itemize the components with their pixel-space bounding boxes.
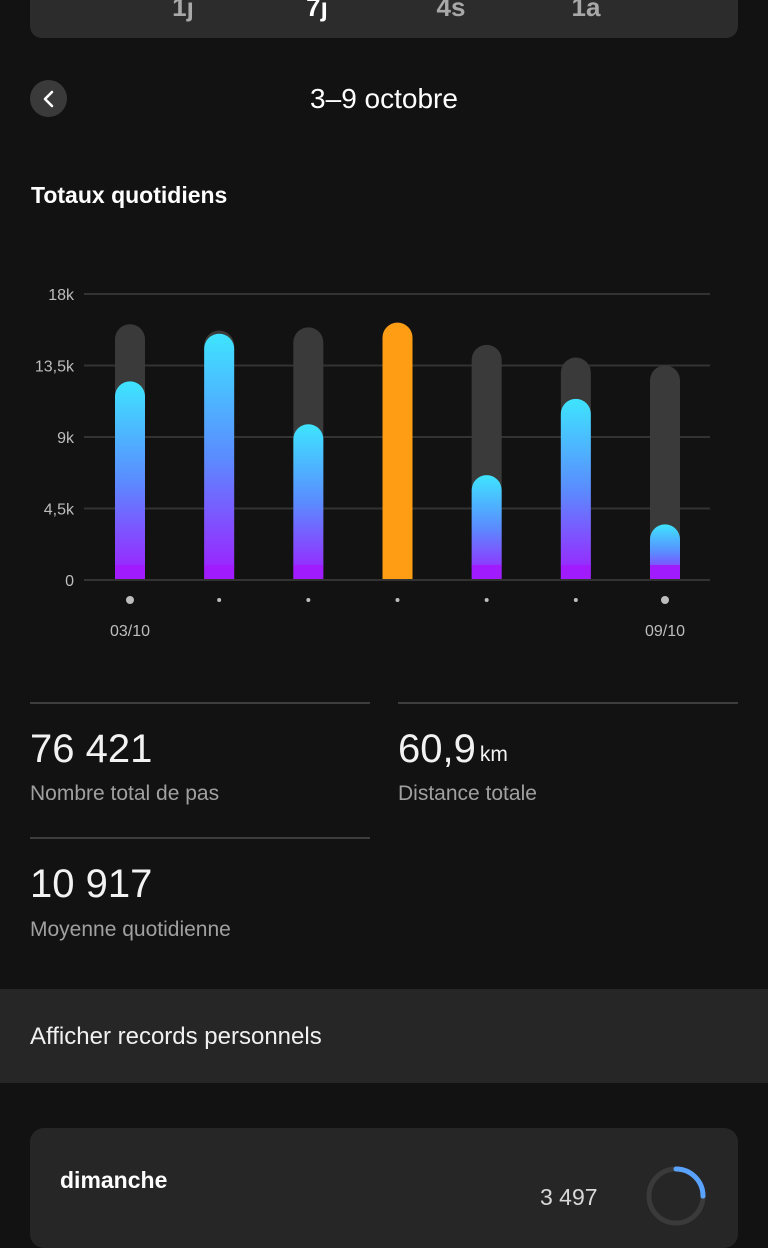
total-distance-block: 60,9 km [398, 726, 508, 772]
personal-records-label: Afficher records personnels [30, 1023, 322, 1050]
y-tick-label: 0 [65, 573, 74, 590]
steps-bar-base [293, 565, 324, 580]
y-tick-label: 9k [57, 430, 75, 447]
total-steps-value: 76 421 [30, 727, 153, 771]
day-card[interactable]: dimanche 3 497 [30, 1128, 738, 1248]
total-distance-label: Distance totale [398, 782, 537, 805]
tab-4-weeks[interactable]: 4s [436, 0, 466, 22]
tab-1-year[interactable]: 1a [571, 0, 601, 22]
x-tick-dot [395, 598, 400, 602]
steps-bar-base [382, 565, 413, 580]
total-steps-label: Nombre total de pas [30, 782, 220, 805]
daily-average-value: 10 917 [30, 862, 153, 906]
daily-average-label: Moyenne quotidienne [30, 918, 231, 941]
steps-bar[interactable] [115, 381, 145, 580]
day-name: dimanche [60, 1167, 168, 1193]
steps-bar[interactable] [204, 333, 235, 580]
x-tick-dot [484, 598, 489, 602]
period-title: 3–9 octobre [310, 83, 458, 114]
divider [30, 837, 370, 839]
range-tab-bar: 1j 7j 4s 1a [30, 0, 738, 38]
day-steps-value: 3 497 [540, 1184, 598, 1210]
distance-unit: km [479, 743, 508, 766]
y-tick-label: 4,5k [44, 502, 75, 519]
divider [398, 702, 738, 704]
steps-bar[interactable] [382, 322, 413, 580]
x-tick-dot [306, 598, 311, 602]
steps-bar[interactable] [560, 398, 591, 580]
section-title: Totaux quotidiens [31, 182, 228, 208]
chevron-left-icon [43, 90, 53, 107]
x-tick-dot [217, 598, 222, 602]
total-distance-value: 60,9 [398, 727, 476, 771]
tab-7-days[interactable]: 7j [306, 0, 328, 22]
steps-bar-base [650, 565, 680, 580]
steps-bar-base [471, 565, 502, 580]
day-progress-ring [646, 1166, 706, 1226]
x-tick-dot [126, 596, 134, 604]
steps-bar-base [115, 565, 145, 580]
x-tick-label: 09/10 [645, 623, 685, 640]
divider [30, 702, 370, 704]
tab-1-day[interactable]: 1j [172, 0, 194, 22]
y-tick-label: 18k [48, 287, 75, 304]
daily-steps-chart: 0 4,5k 9k 13,5k 18k 03/10 09/10 [35, 287, 710, 640]
previous-period-button[interactable] [30, 80, 67, 117]
steps-bar-base [560, 565, 591, 580]
x-tick-dot [661, 596, 669, 604]
x-tick-dot [573, 598, 578, 602]
steps-bar[interactable] [293, 424, 324, 580]
steps-bar[interactable] [471, 475, 502, 580]
y-tick-label: 13,5k [35, 359, 75, 376]
x-tick-label: 03/10 [110, 623, 150, 640]
steps-bar-base [204, 565, 235, 580]
personal-records-button[interactable]: Afficher records personnels [0, 989, 768, 1083]
